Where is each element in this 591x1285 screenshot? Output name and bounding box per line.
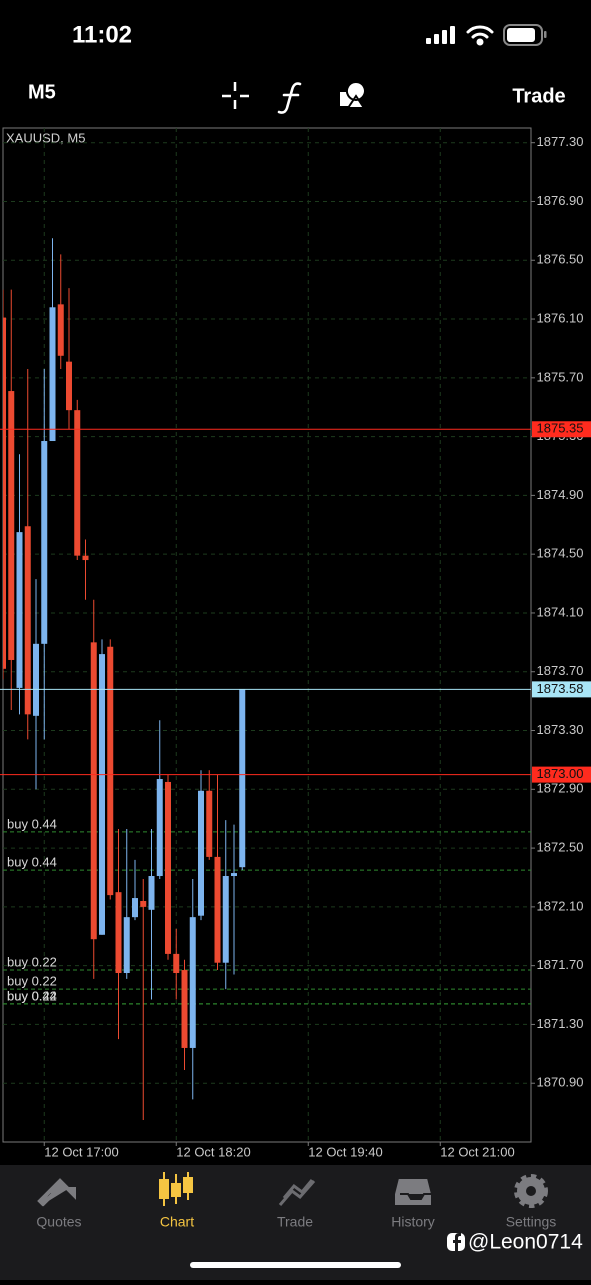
tab-icons [37, 1172, 548, 1208]
y-tick-label: 1871.30 [537, 1016, 584, 1031]
quotes-icon [37, 1178, 76, 1207]
plot-area [3, 128, 531, 1142]
y-tick-label: 1873.70 [537, 663, 584, 678]
watermark: @Leon0714 [447, 1231, 583, 1254]
candle-body [74, 410, 81, 556]
y-tick-label: 1873.30 [537, 722, 584, 737]
y-tick-label: 1872.10 [537, 898, 584, 913]
candle-body [189, 917, 196, 1048]
price-level-label: 1875.35 [537, 421, 584, 436]
y-tick-label: 1872.50 [537, 840, 584, 855]
y-tick-label: 1872.90 [537, 781, 584, 796]
candle-body [239, 689, 246, 868]
battery-icon [503, 24, 547, 46]
candle-body [222, 876, 229, 963]
candle-body [198, 790, 204, 916]
tab-label[interactable]: Quotes [36, 1214, 81, 1230]
price-level-label: 1873.58 [537, 681, 584, 696]
order-label: buy 0.44 [7, 988, 57, 1003]
candle-body [3, 317, 6, 669]
candle-body [57, 304, 64, 356]
chart-icon [159, 1172, 193, 1206]
price-level-label: 1873.00 [537, 766, 584, 781]
tab-bar [0, 1165, 591, 1280]
order-label: buy 0.44 [7, 816, 57, 831]
order-label: buy 0.44 [7, 855, 57, 870]
tab-labels: Quotes Chart Trade History Settings [36, 1214, 556, 1230]
candle-body [123, 917, 130, 973]
x-tick-label: 12 Oct 19:40 [308, 1144, 382, 1159]
trade-icon [278, 1179, 316, 1206]
candle-body [82, 555, 89, 561]
chart-symbol: XAUUSD, M5 [6, 130, 85, 145]
candle-body [107, 646, 114, 896]
crosshair-button[interactable] [222, 82, 249, 109]
price-level-tag [532, 766, 591, 783]
chart: 1877.30 1876.90 1876.50 1876.10 1875.70 1875.… [0, 128, 591, 1159]
candle-body [231, 873, 237, 877]
y-tick-label: 1874.90 [537, 487, 584, 502]
y-tick-label: 1870.90 [537, 1075, 584, 1090]
history-icon [393, 1177, 433, 1207]
tab-label[interactable]: History [391, 1214, 435, 1230]
y-tick-label: 1874.10 [537, 604, 584, 619]
x-tick-label: 12 Oct 18:20 [176, 1144, 250, 1159]
candle-body [90, 642, 97, 940]
candle-body [181, 970, 188, 1048]
candle-body [148, 876, 155, 910]
order-label: buy 0.22 [7, 974, 57, 989]
status-time: 11:02 [72, 21, 132, 48]
y-tick-label: 1876.50 [537, 252, 584, 267]
candle-body [156, 779, 163, 877]
candle-body [8, 391, 15, 660]
candle-body [115, 892, 122, 973]
timeframe-button[interactable]: M5 [28, 81, 56, 103]
order-label: buy 0.22 [7, 954, 57, 969]
candle-body [165, 781, 171, 954]
candle-body [214, 856, 221, 963]
x-tick-label: 12 Oct 17:00 [44, 1144, 118, 1159]
indicators-button[interactable] [277, 82, 302, 114]
candle-body [206, 790, 213, 857]
wifi-icon [466, 25, 494, 46]
candle-body [16, 532, 23, 688]
tab-label[interactable]: Settings [506, 1214, 557, 1230]
tab-label[interactable]: Trade [277, 1214, 313, 1230]
price-level-tag [532, 421, 591, 438]
y-tick-label: 1876.90 [537, 193, 584, 208]
x-tick-label: 12 Oct 21:00 [440, 1144, 514, 1159]
candle-body [99, 654, 105, 935]
trade-button[interactable]: Trade [512, 85, 565, 107]
tab-label[interactable]: Chart [160, 1214, 194, 1230]
y-tick-label: 1875.70 [537, 369, 584, 384]
settings-icon [514, 1174, 548, 1208]
objects-button[interactable] [340, 81, 366, 109]
candle-body [41, 441, 48, 644]
order-label: buy 0.22 [7, 988, 57, 1003]
candle-body [24, 526, 31, 715]
home-indicator [190, 1262, 401, 1268]
candle-body [140, 900, 147, 907]
y-tick-label: 1874.50 [537, 546, 584, 561]
candle-body [49, 307, 56, 442]
candle-body [33, 643, 39, 716]
candle-body [173, 953, 180, 973]
price-level-tag [532, 681, 591, 698]
y-tick-label: 1871.70 [537, 957, 584, 972]
y-tick-label: 1877.30 [537, 134, 584, 149]
signal-icon [426, 26, 455, 44]
candle-body [66, 361, 72, 411]
y-tick-label: 1876.10 [537, 310, 584, 325]
watermark-text: @Leon0714 [468, 1231, 583, 1254]
candle-body [132, 898, 138, 918]
